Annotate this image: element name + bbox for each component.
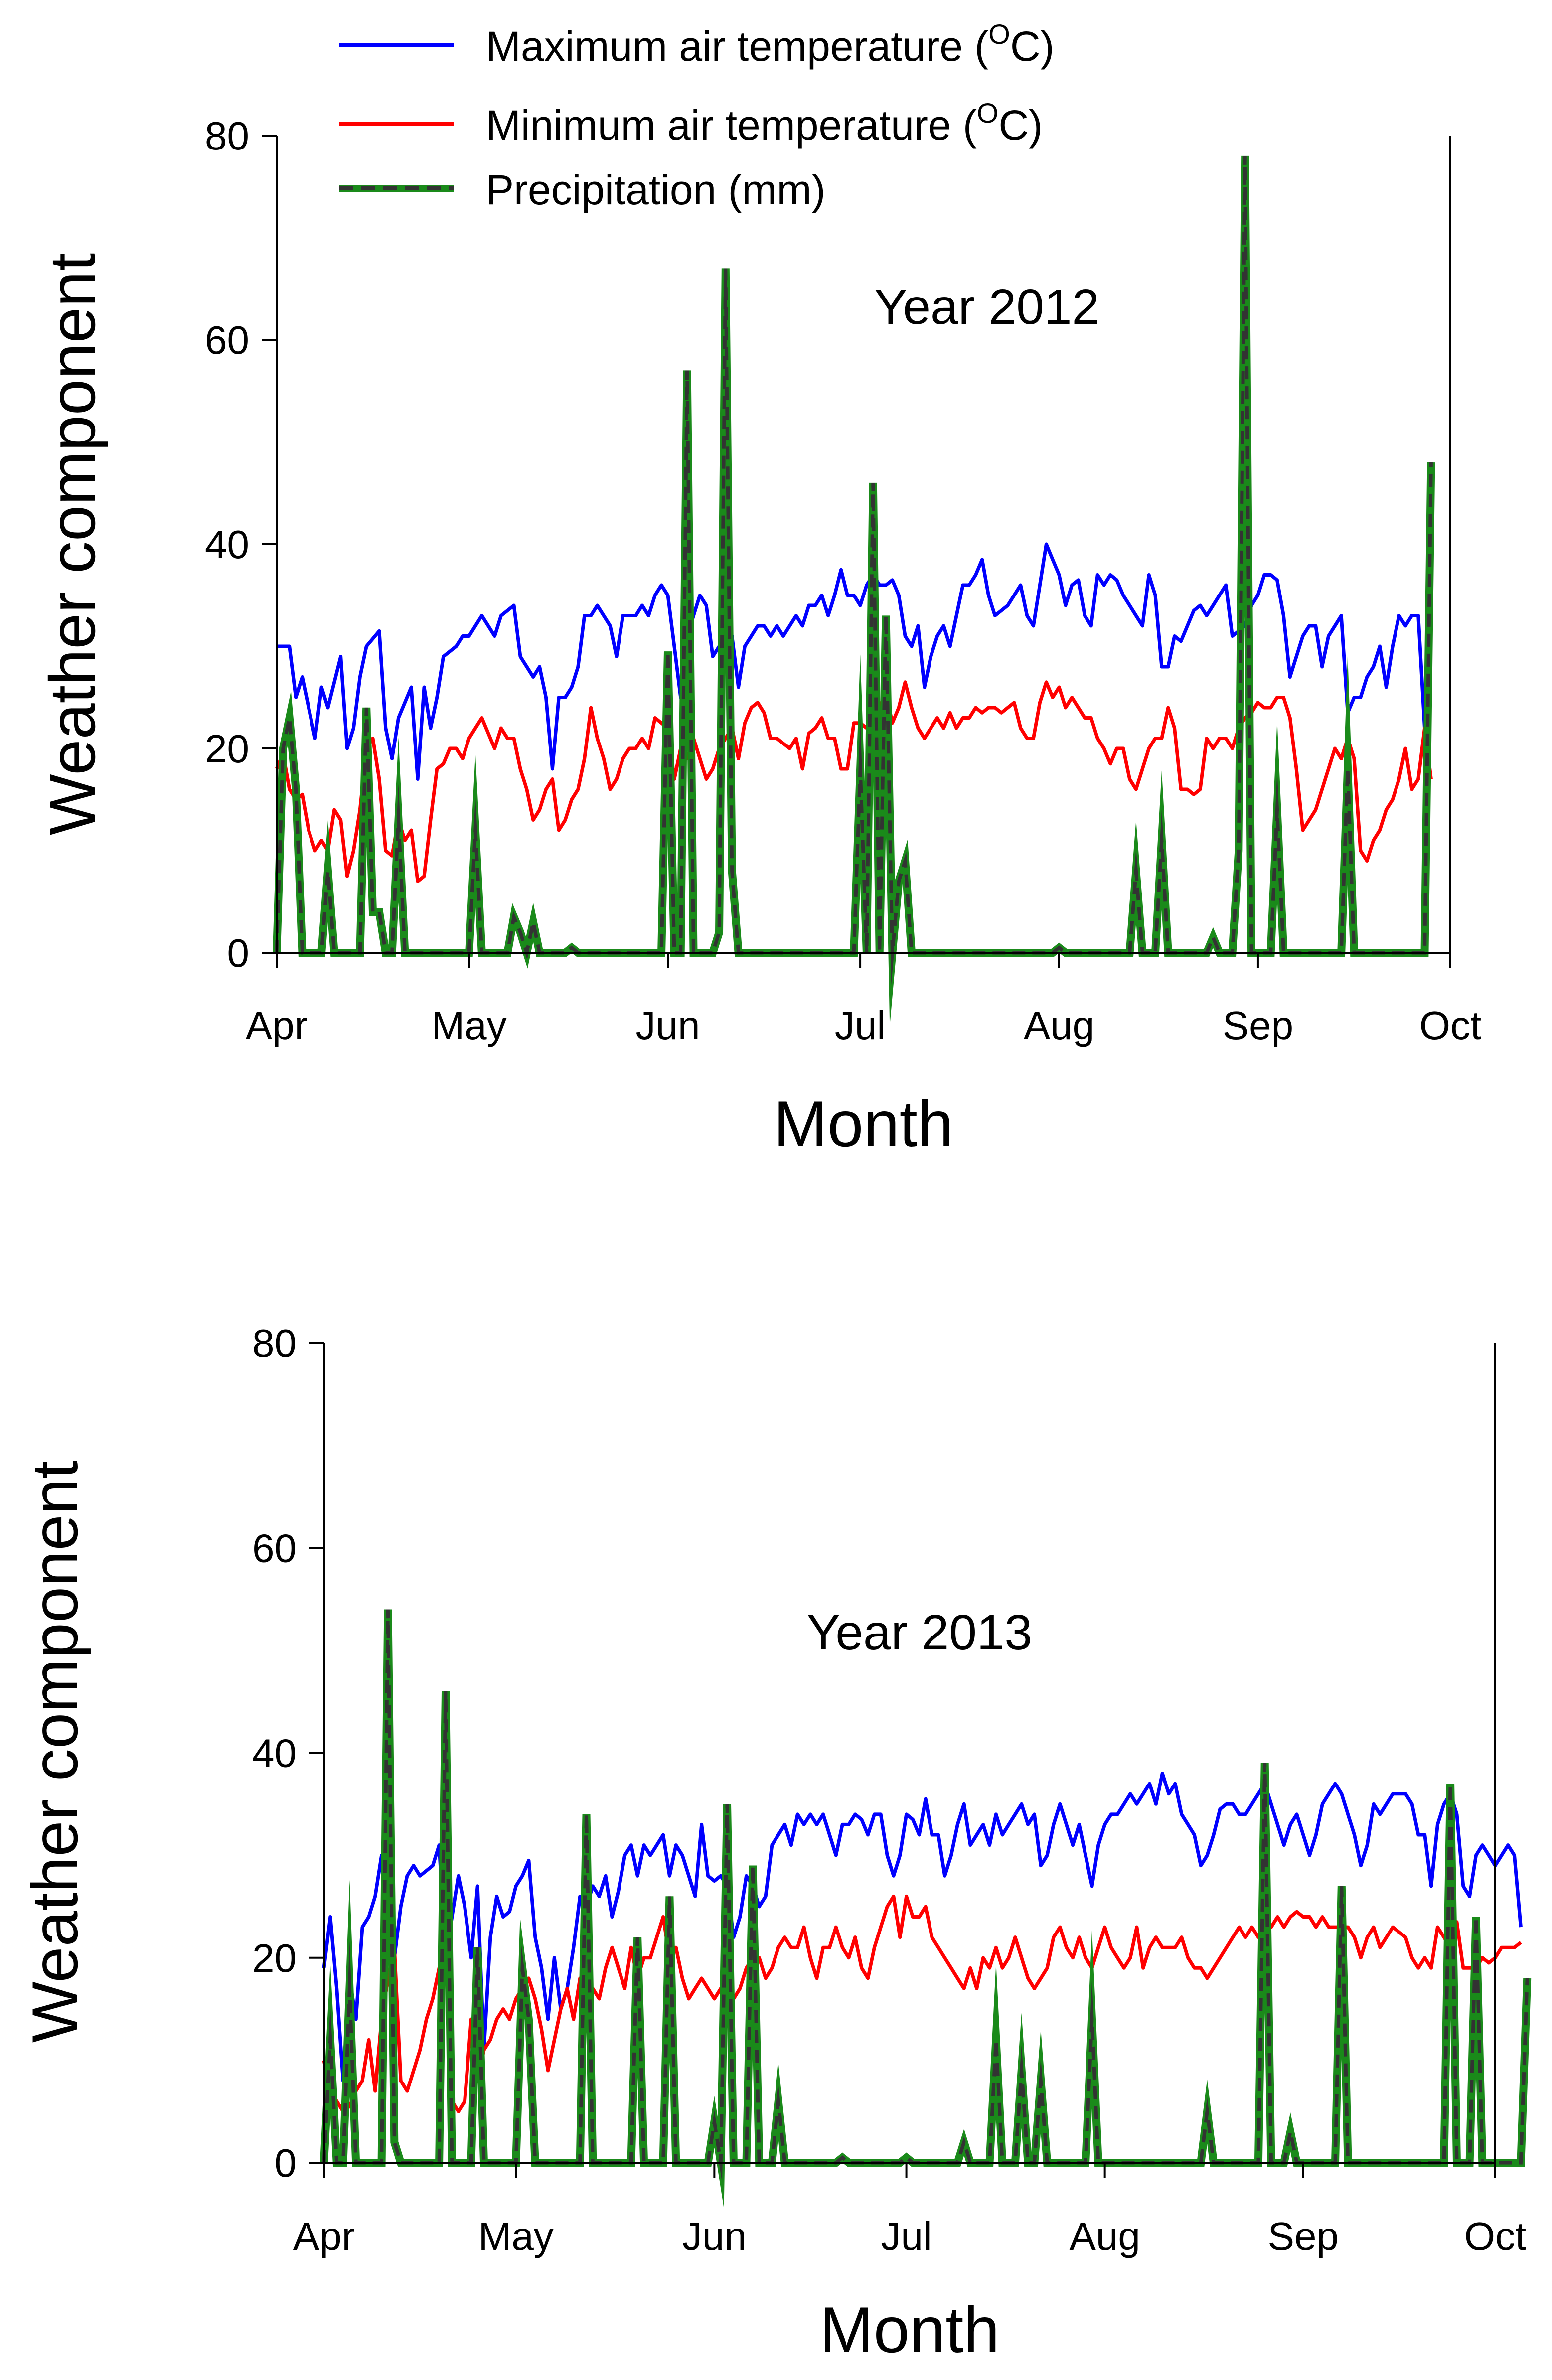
x-tick-label-0-sep: Sep <box>1223 1003 1293 1047</box>
chart-2012: 0 20 40 60 80 Apr May Jun Jul Aug Sep Oct Year 2012 M… <box>36 114 1481 1160</box>
legend-sup-min-temp: O <box>977 97 999 129</box>
x-tick-label-1-sep: Sep <box>1268 2214 1339 2258</box>
series-line-precipitation-green-0 <box>273 155 1435 1027</box>
legend-suffix-min-temp: C) <box>998 102 1043 149</box>
x-tick-label-0-aug: Aug <box>1024 1003 1094 1047</box>
y-tick-label-1-40: 40 <box>252 1731 297 1776</box>
series-line-precipitation-green-1 <box>320 1609 1532 2209</box>
series-line-precipitation-dash-0 <box>275 155 1433 985</box>
series-line-maximum-air-temperature-oc-1 <box>322 1772 1523 2082</box>
x-tick-label-1-aug: Aug <box>1069 2214 1140 2258</box>
y-tick-label-0-40: 40 <box>205 522 249 567</box>
x-tick-label-1-jun: Jun <box>682 2214 747 2258</box>
chart-2013: 0 20 40 60 80 Apr May Jun Jul Aug Sep Oct Year 2013 M… <box>18 1321 1532 2366</box>
y-axis-title-1: Weather component <box>18 1461 91 2043</box>
x-tick-label-0-jun: Jun <box>636 1003 700 1047</box>
legend: Maximum air temperature (OC) Minimum air… <box>339 18 1054 213</box>
y-tick-label-1-80: 80 <box>252 1321 297 1365</box>
svg-text:Maximum air temperature (OC): Maximum air temperature (OC) <box>486 18 1054 70</box>
x-axis-title-1: Month <box>819 2293 999 2366</box>
x-tick-label-1-oct: Oct <box>1464 2214 1526 2258</box>
legend-sup-max-temp: O <box>988 18 1010 50</box>
legend-label-precipitation: Precipitation (mm) <box>486 166 825 213</box>
legend-item-precipitation: Precipitation (mm) <box>339 166 825 213</box>
y-tick-label-1-60: 60 <box>252 1526 297 1570</box>
legend-item-max-temp: Maximum air temperature (OC) <box>339 18 1054 70</box>
legend-label-max-temp: Maximum air temperature ( <box>486 23 988 70</box>
svg-text:Minimum air temperature (OC): Minimum air temperature (OC) <box>486 97 1043 149</box>
year-annotation-0: Year 2012 <box>874 279 1099 335</box>
y-tick-label-1-20: 20 <box>252 1936 297 1980</box>
y-tick-label-0-60: 60 <box>205 318 249 362</box>
y-tick-label-0-20: 20 <box>205 727 249 771</box>
x-tick-label-0-jul: Jul <box>835 1003 886 1047</box>
x-axis-title-0: Month <box>774 1087 953 1160</box>
x-tick-label-0-apr: Apr <box>246 1003 308 1047</box>
y-tick-label-1-0: 0 <box>275 2141 297 2185</box>
x-tick-label-0-oct: Oct <box>1419 1003 1481 1047</box>
series-line-precipitation-dash-1 <box>322 1609 1529 2183</box>
legend-suffix-max-temp: C) <box>1010 23 1055 70</box>
y-axis-title-0: Weather component <box>36 253 109 835</box>
y-tick-label-0-80: 80 <box>205 114 249 158</box>
legend-label-min-temp: Minimum air temperature ( <box>486 102 977 149</box>
year-annotation-1: Year 2013 <box>807 1605 1032 1660</box>
legend-item-min-temp: Minimum air temperature (OC) <box>339 97 1043 149</box>
x-tick-label-1-apr: Apr <box>293 2214 355 2258</box>
x-tick-label-1-may: May <box>478 2214 554 2258</box>
x-tick-label-1-jul: Jul <box>881 2214 931 2258</box>
x-tick-label-0-may: May <box>431 1003 506 1047</box>
y-tick-label-0-0: 0 <box>227 931 250 975</box>
